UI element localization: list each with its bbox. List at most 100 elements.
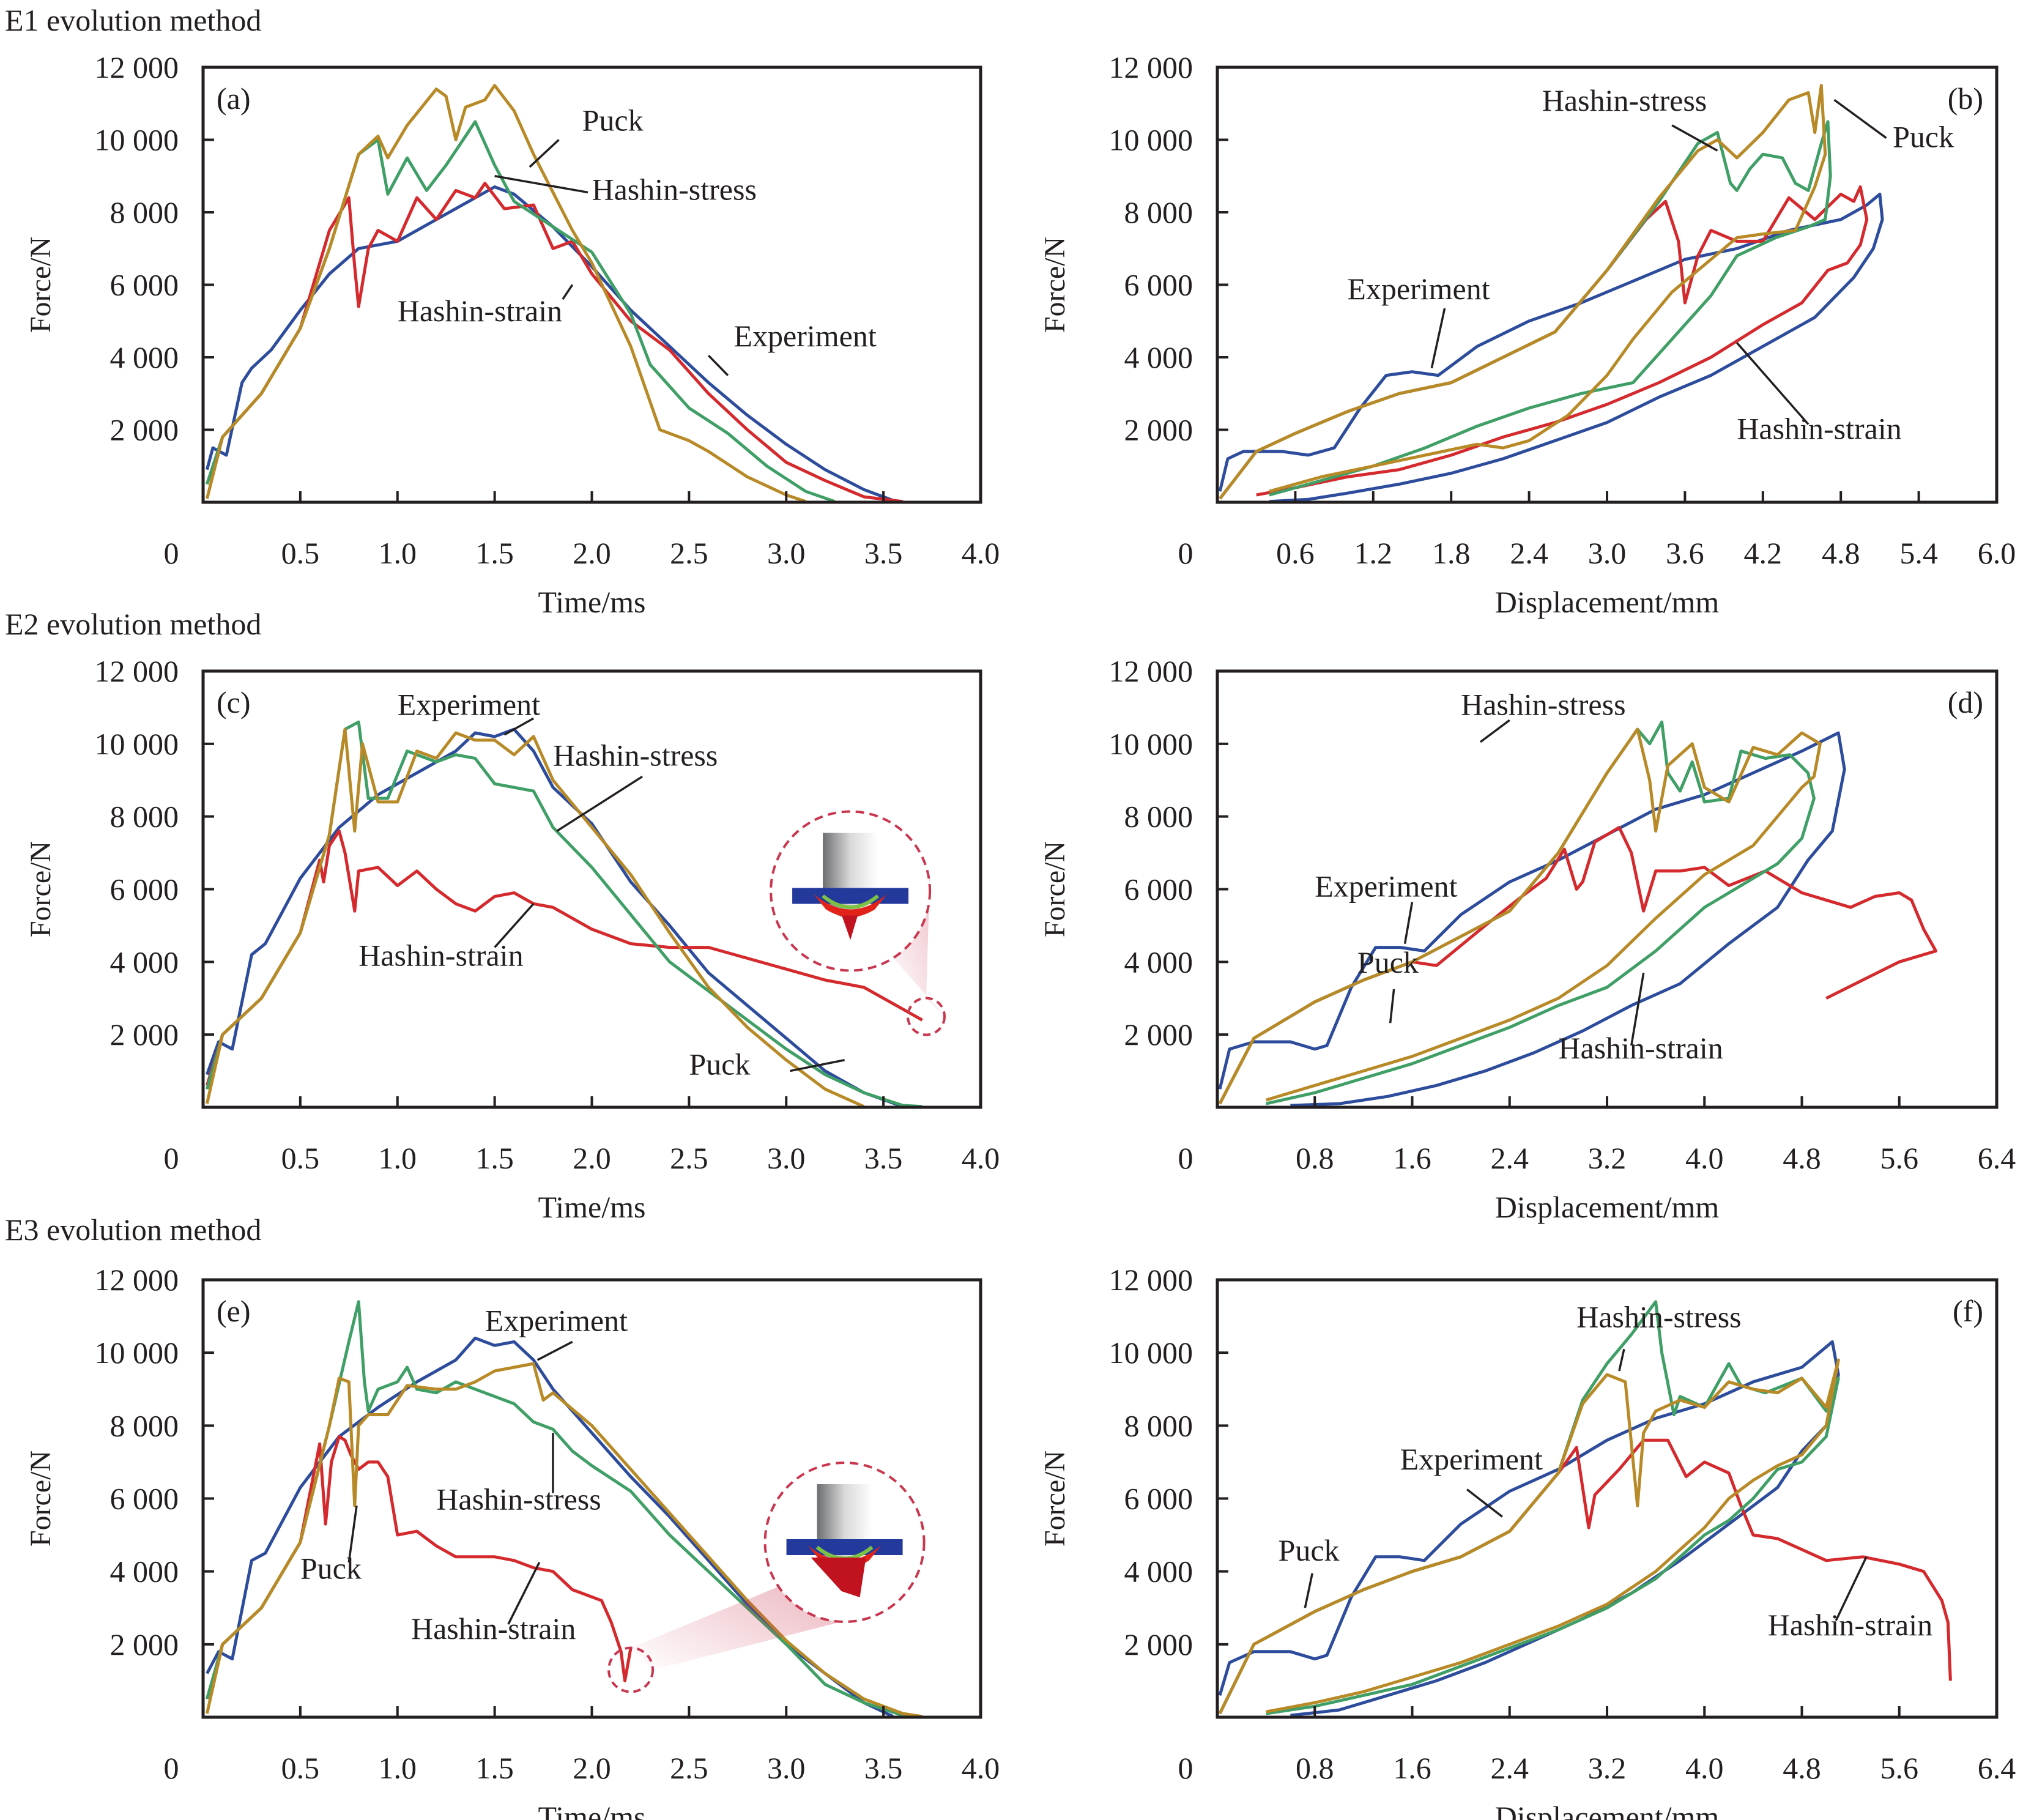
annotation-leader [1304, 1573, 1313, 1608]
y-tick-label: 12 000 [1109, 654, 1193, 688]
panel-label: (c) [217, 685, 251, 719]
x-tick-label: 2.0 [573, 1751, 611, 1785]
x-tick-label: 6.4 [1978, 1751, 2016, 1785]
chart-panel-b: 2 000 4 000 6 000 8 000 10 000 12 000 0 0.6 1.2 1… [1039, 50, 2016, 619]
y-tick-label: 4 000 [1124, 1554, 1193, 1589]
x-tick-label: 5.6 [1880, 1751, 1919, 1785]
x-tick-label: 3.0 [767, 1141, 806, 1175]
y-tick-label: 4 000 [1124, 340, 1193, 374]
y-tick-label: 2 000 [110, 413, 179, 447]
penetration-tip-icon [842, 915, 858, 940]
annotation-hashin-strain: Hashin-strain [1558, 1031, 1723, 1065]
y-tick-label: 12 000 [1109, 50, 1193, 84]
series-line-hashin-strain [206, 829, 923, 1086]
series-line-experiment [1218, 1340, 1840, 1717]
y-axis-title: Force/N [24, 237, 57, 333]
penetration-fragment-icon [811, 1558, 866, 1597]
panel-label: (b) [1948, 81, 1983, 116]
x-tick-label: 0 [164, 1751, 179, 1785]
annotation-experiment: Experiment [1400, 1442, 1543, 1476]
x-tick-label: 1.5 [475, 1751, 514, 1785]
annotation-leader [529, 139, 560, 168]
x-tick-label: 5.4 [1899, 536, 1938, 570]
x-tick-label: 5.6 [1880, 1141, 1919, 1175]
chart-panel-c: 2 000 4 000 6 000 8 000 10 000 12 000 0 0.5 1.0 1… [24, 654, 1000, 1224]
chart-panel-e: 2 000 4 000 6 000 8 000 10 000 12 000 0 0.5 1.0 1… [24, 1263, 1000, 1820]
y-axis-title: Force/N [1039, 1450, 1071, 1547]
annotation-leader [503, 717, 535, 736]
y-tick-label: 4 000 [110, 1554, 179, 1589]
x-tick-label: 6.4 [1978, 1141, 2016, 1175]
x-tick-label: 3.5 [864, 1141, 903, 1175]
magnify-cone [894, 875, 945, 1017]
x-tick-label: 4.8 [1783, 1141, 1821, 1175]
annotation-hashin-strain: Hashin-strain [1768, 1608, 1932, 1642]
y-tick-label: 8 000 [1124, 800, 1193, 834]
x-tick-label: 3.6 [1666, 536, 1704, 570]
annotation-leader [562, 284, 574, 300]
annotation-leader [1618, 1348, 1625, 1372]
y-tick-label: 6 000 [1124, 268, 1193, 302]
x-tick-label: 0 [1178, 536, 1193, 570]
plot-frame [1216, 1278, 1999, 1719]
y-tick-label: 8 000 [1124, 195, 1193, 229]
section-title-e2: E2 evolution method [5, 607, 262, 641]
x-tick-label: 0 [1178, 1751, 1193, 1785]
x-tick-label: 3.0 [1588, 536, 1627, 570]
chart-panel-f: 2 000 4 000 6 000 8 000 10 000 12 000 0 0.8 1.6 2… [1039, 1263, 2016, 1820]
y-tick-label: 10 000 [1109, 727, 1193, 761]
y-axis-title: Force/N [1039, 841, 1071, 937]
annotation-hashin-strain: Hashin-strain [1737, 411, 1901, 445]
x-tick-label: 3.2 [1588, 1751, 1627, 1785]
annotation-hashin-strain: Hashin-strain [358, 938, 523, 972]
x-tick-label: 3.5 [864, 1751, 903, 1785]
y-tick-label: 6 000 [1124, 1482, 1193, 1516]
annotation-experiment: Experiment [485, 1303, 628, 1337]
chart-panel-d: 2 000 4 000 6 000 8 000 10 000 12 000 0 0.8 1.6 2… [1039, 654, 2016, 1224]
annotation-leader [1736, 342, 1810, 425]
annotation-hashin-strain: Hashin-strain [411, 1611, 576, 1646]
annotation-leader [536, 1340, 573, 1361]
annotation-leader [1630, 972, 1645, 1046]
x-axis-title: Displacement/mm [1495, 1190, 1720, 1224]
series-line-experiment [206, 727, 904, 1109]
annotation-hashin-stress: Hashin-stress [1542, 83, 1707, 117]
y-tick-label: 2 000 [1124, 1627, 1193, 1662]
section-title-e3: E3 evolution method [5, 1213, 262, 1247]
y-tick-label: 8 000 [110, 800, 179, 834]
annotation-leader [707, 354, 729, 376]
x-tick-label: 4.0 [962, 536, 1000, 570]
panel-label: (f) [1953, 1294, 1983, 1328]
annotation-experiment: Experiment [1347, 272, 1490, 306]
laminate-plate-icon [792, 888, 909, 904]
series-line-puck [1219, 84, 1827, 500]
x-tick-label: 2.0 [573, 1141, 611, 1175]
series-line-experiment [1218, 192, 1884, 503]
highlight-circle-small [607, 1646, 655, 1693]
x-tick-label: 0.5 [281, 536, 320, 570]
laminate-plate-icon [786, 1539, 903, 1555]
annotation-leader [1466, 1488, 1503, 1518]
annotation-experiment: Experiment [398, 687, 540, 721]
annotation-puck: Puck [582, 103, 644, 138]
y-tick-label: 10 000 [1109, 123, 1193, 157]
annotation-puck: Puck [1357, 945, 1419, 979]
annotation-leader [790, 1059, 845, 1072]
annotation-leader [1430, 308, 1446, 369]
x-tick-label: 6.0 [1978, 536, 2016, 570]
x-tick-label: 2.5 [670, 536, 708, 570]
series-line-experiment [1218, 731, 1846, 1107]
x-tick-label: 0.8 [1296, 1751, 1334, 1785]
x-tick-label: 3.0 [767, 1751, 806, 1785]
damage-inset [607, 1462, 926, 1693]
damage-inset [770, 810, 946, 1036]
y-tick-label: 12 000 [1109, 1263, 1193, 1297]
panel-label: (d) [1948, 685, 1983, 719]
x-tick-label: 2.4 [1510, 536, 1548, 570]
x-tick-label: 3.0 [767, 536, 806, 570]
x-axis-title: Time/ms [538, 1190, 645, 1224]
series-line-hashin-strain [1218, 1438, 1952, 1715]
y-tick-label: 10 000 [1109, 1335, 1193, 1370]
y-tick-label: 10 000 [95, 1335, 179, 1370]
x-tick-label: 1.0 [379, 1751, 417, 1785]
